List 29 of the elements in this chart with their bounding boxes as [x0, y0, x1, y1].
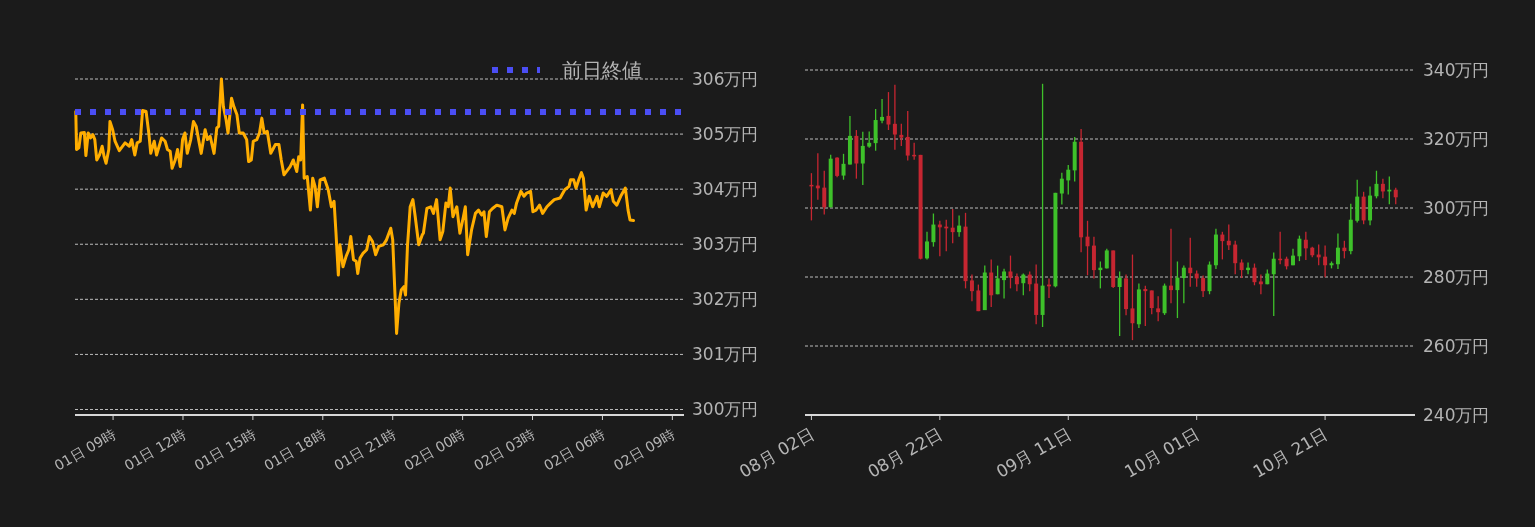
x-tick-label: 08月 22日: [864, 423, 946, 482]
x-tick-label: 02日 03時: [471, 425, 539, 474]
x-tick-label: 10月 21日: [1249, 423, 1332, 482]
x-tick-label: 01日 09時: [51, 425, 119, 474]
y-tick-label: 303万円: [692, 234, 759, 255]
legend-label: 前日終値: [562, 58, 642, 82]
y-tick-label: 280万円: [1423, 267, 1490, 287]
x-tick-label: 01日 15時: [191, 425, 259, 474]
y-tick-label: 306万円: [692, 69, 759, 89]
x-tick-label: 02日 09時: [610, 425, 678, 474]
y-tick-label: 300万円: [1423, 198, 1490, 218]
y-tick-label: 305万円: [692, 124, 759, 145]
y-tick-label: 340万円: [1423, 60, 1490, 80]
y-tick-label: 301万円: [692, 344, 759, 365]
x-tick-label: 01日 21時: [331, 425, 399, 474]
y-tick-label: 304万円: [692, 179, 759, 200]
y-tick-label: 320万円: [1423, 129, 1490, 149]
x-tick-label: 02日 06時: [540, 425, 608, 474]
x-tick-label: 10月 01日: [1121, 423, 1203, 482]
x-tick-label: 09月 11日: [992, 423, 1075, 482]
y-tick-label: 300万円: [692, 399, 759, 420]
y-tick-label: 302万円: [692, 289, 759, 310]
x-tick-label: 01日 18時: [261, 425, 329, 474]
legend: 前日終値: [492, 58, 642, 82]
y-tick-label: 240万円: [1423, 405, 1490, 425]
y-tick-label: 260万円: [1423, 336, 1490, 356]
x-tick-label: 02日 00時: [401, 425, 469, 474]
x-tick-label: 08月 02日: [735, 423, 818, 482]
x-tick-label: 01日 12時: [121, 425, 189, 474]
